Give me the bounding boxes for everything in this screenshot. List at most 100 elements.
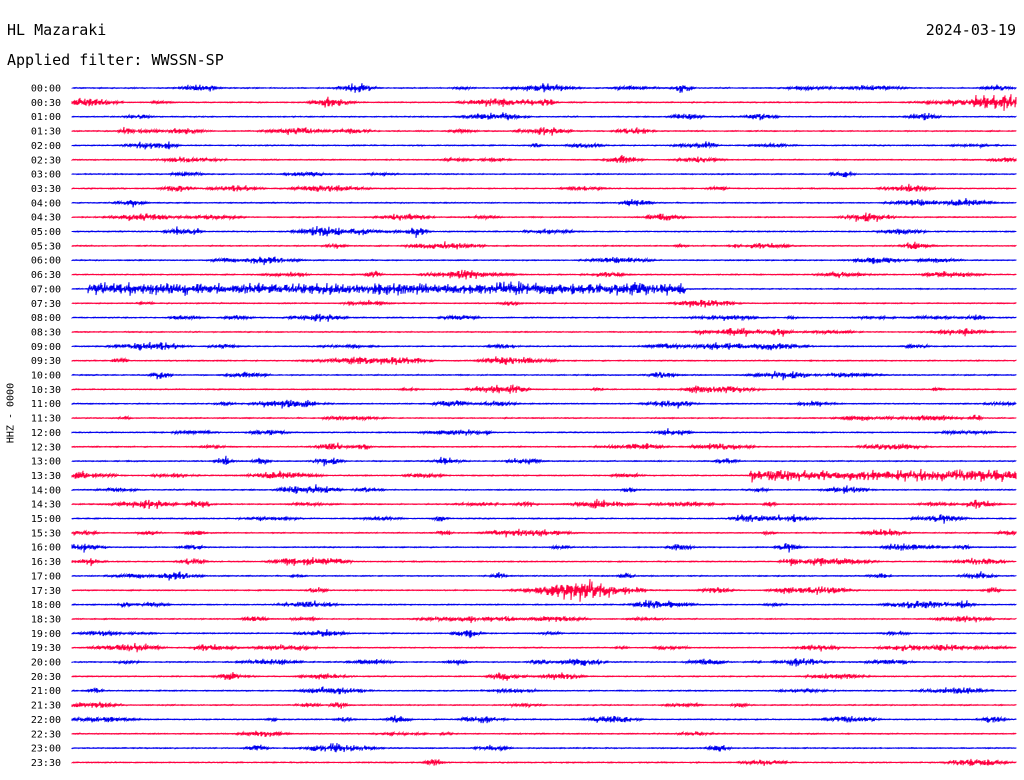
trace-line	[71, 484, 1017, 494]
row-label: 13:30	[31, 471, 61, 482]
row-label: 21:30	[31, 701, 61, 712]
trace-line	[71, 672, 1017, 681]
row-label: 02:00	[31, 141, 61, 152]
row-label: 16:00	[31, 543, 61, 554]
row-label: 13:00	[31, 457, 61, 468]
trace-line	[71, 455, 1017, 467]
row-label: 11:30	[31, 414, 61, 425]
trace-line	[71, 370, 1017, 381]
traces	[71, 83, 1017, 767]
trace-line	[71, 225, 1017, 238]
trace-line	[71, 154, 1017, 164]
row-label: 05:30	[31, 241, 61, 252]
trace-line	[71, 543, 1017, 553]
trace-line	[71, 658, 1017, 667]
row-label: 05:00	[31, 227, 61, 238]
row-label: 00:30	[31, 98, 61, 109]
trace-line	[71, 579, 1017, 602]
row-label: 14:00	[31, 485, 61, 496]
row-label: 11:00	[31, 399, 61, 410]
row-label: 17:00	[31, 571, 61, 582]
trace-line	[71, 442, 1017, 451]
trace-line	[71, 468, 1017, 483]
row-label: 04:00	[31, 198, 61, 209]
row-label: 07:30	[31, 299, 61, 310]
trace-line	[71, 514, 1017, 524]
trace-line	[71, 94, 1017, 111]
trace-line	[71, 428, 1017, 437]
row-label: 00:00	[31, 84, 61, 95]
trace-line	[71, 112, 1017, 121]
row-label: 15:30	[31, 528, 61, 539]
row-label: 06:30	[31, 270, 61, 281]
row-label: 01:00	[31, 112, 61, 123]
row-label: 15:00	[31, 514, 61, 525]
row-label: 22:00	[31, 715, 61, 726]
trace-line	[71, 686, 1017, 695]
trace-line	[71, 198, 1017, 208]
trace-line	[71, 256, 1017, 266]
trace-line	[71, 241, 1017, 250]
filter-label: Applied filter: WWSSN-SP	[7, 51, 224, 69]
row-label: 20:30	[31, 672, 61, 683]
trace-line	[71, 615, 1017, 624]
trace-line	[71, 528, 1017, 538]
row-label: 09:00	[31, 342, 61, 353]
row-label: 06:00	[31, 256, 61, 267]
trace-line	[71, 742, 1017, 753]
trace-line	[71, 141, 1017, 150]
row-label: 18:00	[31, 600, 61, 611]
row-label: 04:30	[31, 213, 61, 224]
row-label: 20:00	[31, 658, 61, 669]
trace-line	[71, 299, 1017, 308]
row-label: 07:00	[31, 284, 61, 295]
row-label: 08:30	[31, 327, 61, 338]
trace-line	[71, 642, 1017, 653]
row-labels: 00:00 00:30 01:00 01:30 02:00 02:30 03:00 03:30…	[31, 84, 61, 769]
station-title: HL Mazaraki	[7, 21, 107, 39]
trace-line	[71, 83, 1017, 93]
row-label: 12:30	[31, 442, 61, 453]
trace-line	[71, 269, 1017, 280]
trace-line	[71, 126, 1017, 136]
row-label: 19:00	[31, 629, 61, 640]
row-label: 19:30	[31, 643, 61, 654]
trace-line	[71, 313, 1017, 322]
row-label: 16:30	[31, 557, 61, 568]
trace-line	[71, 571, 1017, 581]
row-label: 17:30	[31, 586, 61, 597]
row-label: 14:30	[31, 500, 61, 511]
trace-line	[71, 212, 1017, 222]
trace-line	[71, 281, 1017, 296]
trace-line	[71, 399, 1017, 409]
trace-line	[71, 356, 1017, 366]
trace-line	[71, 384, 1017, 394]
row-label: 22:30	[31, 729, 61, 740]
row-label: 01:30	[31, 127, 61, 138]
row-label: 09:30	[31, 356, 61, 367]
row-label: 10:00	[31, 371, 61, 382]
row-label: 18:30	[31, 614, 61, 625]
trace-line	[71, 557, 1017, 567]
trace-line	[71, 758, 1017, 767]
row-label: 21:00	[31, 686, 61, 697]
row-label: 23:30	[31, 758, 61, 769]
row-label: 23:00	[31, 744, 61, 755]
date-label: 2024-03-19	[925, 21, 1016, 39]
trace-line	[71, 730, 1017, 738]
trace-line	[71, 498, 1017, 509]
trace-line	[71, 715, 1017, 724]
trace-line	[71, 183, 1017, 193]
trace-line	[71, 599, 1017, 609]
trace-line	[71, 629, 1017, 639]
row-label: 10:30	[31, 385, 61, 396]
trace-line	[71, 701, 1017, 709]
trace-line	[71, 341, 1017, 351]
row-label: 03:00	[31, 170, 61, 181]
trace-line	[71, 414, 1017, 422]
row-label: 03:30	[31, 184, 61, 195]
row-label: 02:30	[31, 155, 61, 166]
trace-line	[71, 170, 1017, 178]
trace-line	[71, 327, 1017, 337]
